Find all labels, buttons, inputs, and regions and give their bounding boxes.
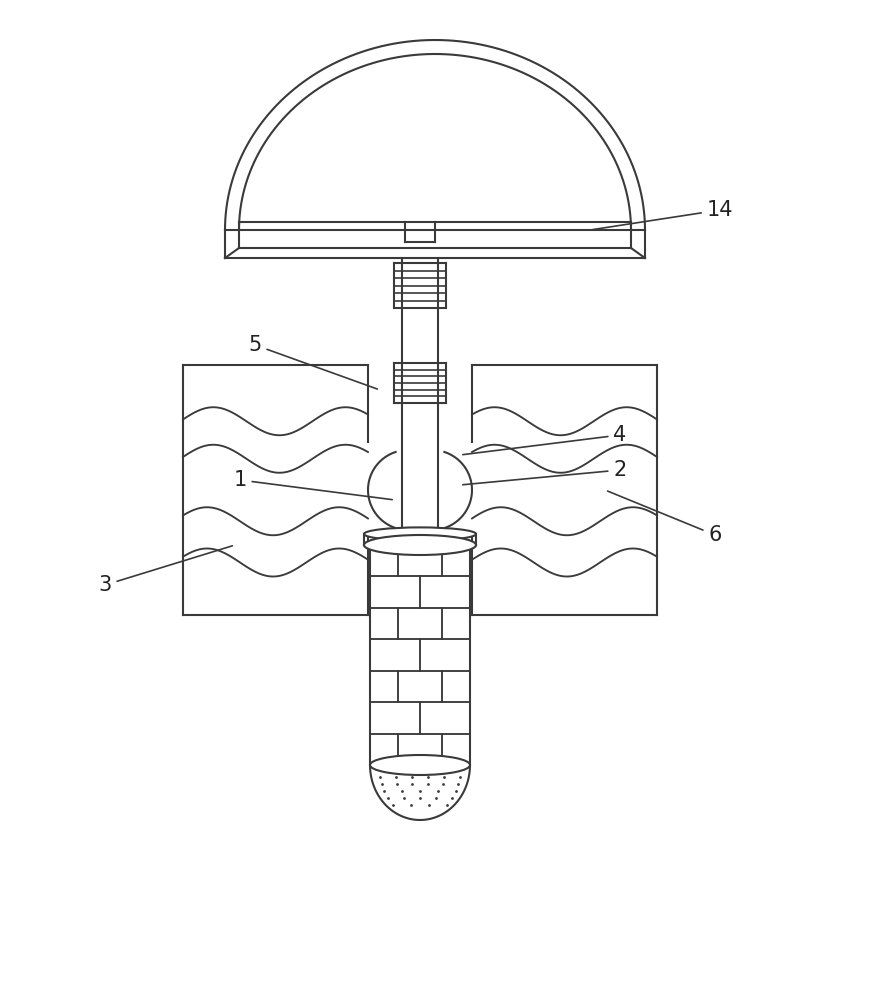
Ellipse shape xyxy=(370,755,470,775)
Text: 5: 5 xyxy=(249,335,377,389)
Text: 2: 2 xyxy=(463,460,626,485)
Text: 1: 1 xyxy=(234,470,392,500)
Text: 3: 3 xyxy=(99,546,232,595)
Text: 6: 6 xyxy=(608,491,721,545)
Text: 4: 4 xyxy=(463,425,626,455)
Text: 14: 14 xyxy=(593,200,733,230)
Ellipse shape xyxy=(364,535,476,555)
Ellipse shape xyxy=(364,527,476,541)
